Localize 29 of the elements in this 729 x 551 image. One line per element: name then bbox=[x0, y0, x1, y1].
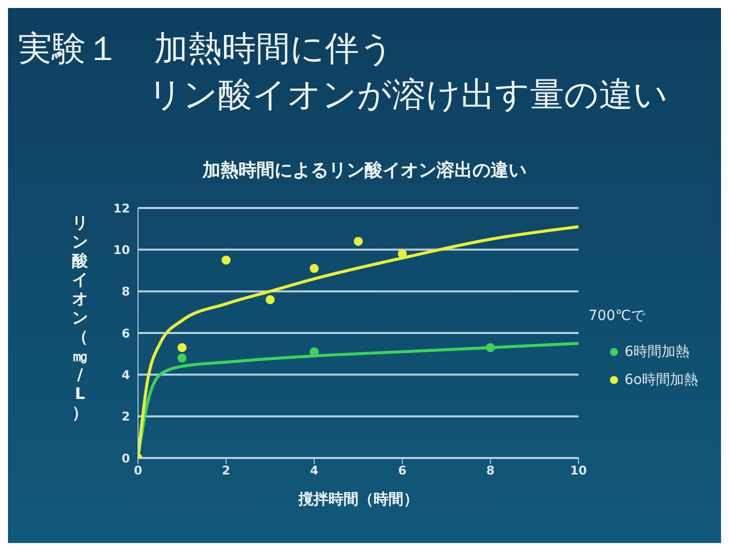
legend-label: 6時間加熱 bbox=[624, 343, 690, 361]
chart-title: 実験１ 加熱時間に伴う bbox=[18, 28, 395, 71]
y-tick-label: 0 bbox=[122, 451, 130, 466]
y-tick-label: 6 bbox=[122, 326, 130, 340]
point bbox=[266, 295, 275, 304]
point bbox=[178, 343, 187, 352]
y-tick-label: 8 bbox=[122, 284, 130, 299]
x-tick-label: 8 bbox=[486, 464, 495, 478]
chart-subtitle: リン酸イオンが溶け出す量の違い bbox=[147, 74, 668, 117]
y-tick-label: 4 bbox=[122, 368, 130, 382]
point bbox=[178, 353, 187, 363]
x-tick-label: 6 bbox=[398, 464, 406, 478]
x-tick-label: 10 bbox=[570, 464, 587, 478]
legend-title: 700℃で bbox=[588, 307, 646, 325]
point bbox=[310, 264, 319, 273]
x-tick-label: 4 bbox=[310, 464, 318, 478]
point bbox=[354, 236, 363, 246]
point bbox=[486, 343, 495, 352]
x-tick-label: 0 bbox=[134, 464, 142, 478]
x-tick-label: 2 bbox=[222, 464, 230, 478]
point bbox=[398, 249, 407, 258]
y-tick-label: 12 bbox=[113, 201, 130, 216]
y-tick-label: 2 bbox=[122, 410, 130, 424]
legend-label: 6o時間加熱 bbox=[624, 371, 698, 389]
x-axis-title: 撹拌時間（時間） bbox=[297, 490, 418, 508]
y-tick-label: 10 bbox=[113, 242, 130, 257]
point bbox=[222, 256, 231, 265]
text: 加熱時間によるリン酸イオン溶出の違い bbox=[201, 159, 528, 182]
text: リン酸イオン（㎎/L） bbox=[72, 213, 88, 422]
